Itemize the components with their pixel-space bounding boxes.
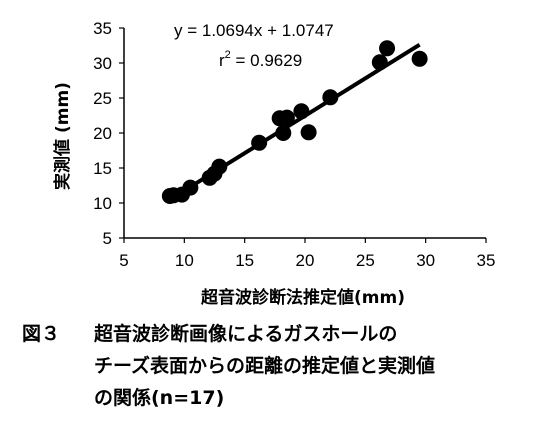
data-point — [379, 40, 396, 57]
figure-caption: 図３ 超音波診断画像によるガスホールの チーズ表面からの距離の推定値と実測値 の関… — [22, 318, 522, 414]
data-point — [275, 125, 292, 141]
figure-label: 図３ — [22, 323, 61, 345]
data-point — [278, 109, 295, 126]
y-tick-label: 10 — [93, 194, 112, 213]
data-point — [411, 50, 428, 67]
x-tick-label: 30 — [416, 251, 435, 270]
caption-line-1: 図３ 超音波診断画像によるガスホールの — [22, 318, 522, 350]
data-point — [322, 89, 339, 106]
r-squared-symbol: r — [219, 51, 225, 70]
y-axis-ticks: 5 10 15 20 25 30 35 — [93, 19, 124, 248]
scatter-chart: 5 10 15 20 25 30 35 5 10 15 20 25 30 35 y = 1.0694x … — [52, 19, 495, 308]
y-tick-label: 30 — [93, 54, 112, 73]
x-tick-label: 5 — [119, 251, 128, 270]
x-tick-label: 20 — [296, 251, 315, 270]
y-tick-label: 20 — [93, 124, 112, 143]
caption-line-3: の関係(n=17) — [94, 387, 225, 409]
x-tick-label: 15 — [235, 251, 254, 270]
r-squared-label: r2 = 0.9629 — [219, 49, 302, 70]
x-tick-label: 35 — [477, 251, 496, 270]
data-point — [211, 158, 228, 175]
y-tick-label: 5 — [103, 229, 112, 248]
x-tick-label: 25 — [356, 251, 375, 270]
x-tick-label: 10 — [175, 251, 194, 270]
data-point — [251, 134, 268, 151]
r-squared-value: = 0.9629 — [231, 51, 302, 70]
y-tick-label: 15 — [93, 159, 112, 178]
x-axis-title: 超音波診断法推定値(mm) — [201, 287, 405, 308]
regression-equation: y = 1.0694x + 1.0747 — [174, 21, 334, 40]
data-points — [161, 40, 428, 204]
caption-text-1: 超音波診断画像によるガスホールの — [94, 323, 398, 345]
x-axis-ticks: 5 10 15 20 25 30 35 — [119, 238, 495, 270]
caption-line-2: チーズ表面からの距離の推定値と実測値 — [94, 355, 436, 377]
data-point — [293, 103, 310, 120]
y-tick-label: 25 — [93, 89, 112, 108]
data-point — [371, 54, 388, 71]
data-point — [182, 179, 199, 196]
r-squared-exponent: 2 — [225, 49, 231, 61]
y-tick-label: 35 — [93, 19, 112, 38]
y-axis-title: 実測値 (mm) — [52, 82, 73, 190]
data-point — [300, 124, 317, 141]
